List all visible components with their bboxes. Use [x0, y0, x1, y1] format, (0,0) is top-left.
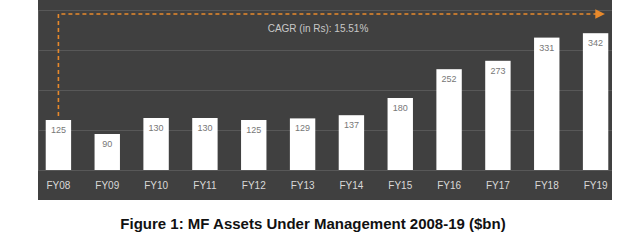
- x-tick-label: FY19: [584, 180, 608, 191]
- annotation: CAGR (in Rs): 15.51%: [268, 23, 369, 34]
- bar: [485, 61, 510, 170]
- grid-line: [38, 50, 612, 51]
- bar: [436, 69, 461, 170]
- data-label: 129: [295, 123, 310, 133]
- data-labels: 125 90 130 130 125 129 137 180 252 273 331 342: [51, 38, 603, 149]
- data-label: 180: [393, 103, 408, 113]
- x-tick-label: FY15: [388, 180, 412, 191]
- y-axis-line: [39, 11, 613, 171]
- data-label: 137: [344, 120, 359, 130]
- x-tick: FY16: [437, 170, 461, 191]
- data-label: 273: [490, 66, 505, 76]
- x-tick: FY13: [291, 170, 315, 191]
- x-tick: FY08: [46, 170, 70, 191]
- data-label: 130: [149, 123, 164, 133]
- bar: [95, 134, 120, 170]
- grid-line: [38, 10, 612, 11]
- bar: [534, 38, 559, 170]
- bars: [46, 33, 609, 170]
- x-tick: FY10: [144, 170, 168, 191]
- x-tick: FY14: [339, 170, 363, 191]
- x-axis: FY08 FY09 FY10 FY11 FY12 FY13 FY14 FY15 FY16 FY17…: [46, 170, 608, 191]
- x-tick: FY11: [193, 170, 217, 191]
- grid-line: [38, 90, 612, 91]
- y-tick: [38, 170, 612, 171]
- data-label: 90: [102, 139, 112, 149]
- x-tick: FY15: [388, 170, 412, 191]
- annotations: CAGR (in Rs): 15.51%: [268, 23, 369, 34]
- chart-svg: 12590130130125129137180252273331342FY08F…: [0, 0, 626, 251]
- y-tick: [38, 50, 612, 51]
- bar: [388, 98, 413, 170]
- x-tick-label: FY14: [339, 180, 363, 191]
- x-tick-label: FY09: [95, 180, 119, 191]
- x-tick: FY17: [486, 170, 510, 191]
- x-tick-label: FY16: [437, 180, 461, 191]
- y-tick: [38, 90, 612, 91]
- bar: [143, 118, 168, 170]
- x-tick: FY09: [95, 170, 119, 191]
- x-tick: FY12: [242, 170, 266, 191]
- x-tick: FY19: [584, 170, 608, 191]
- x-tick-label: FY13: [291, 180, 315, 191]
- x-tick-label: FY08: [46, 180, 70, 191]
- grid-line: [38, 170, 612, 171]
- y-tick: [38, 10, 612, 11]
- bar: [46, 120, 71, 170]
- x-tick-label: FY10: [144, 180, 168, 191]
- bar: [339, 115, 364, 170]
- y-axis: [38, 11, 612, 171]
- x-tick-label: FY12: [242, 180, 266, 191]
- data-label: 342: [588, 38, 603, 48]
- data-label: 130: [197, 123, 212, 133]
- cagr-arrow: [58, 14, 603, 116]
- data-label: 125: [246, 125, 261, 135]
- bar: [583, 33, 608, 170]
- grid-line: [38, 130, 612, 131]
- bar: [290, 118, 315, 170]
- data-label: 331: [539, 43, 554, 53]
- x-tick: FY18: [535, 170, 559, 191]
- y-tick: [38, 130, 612, 131]
- x-tick-label: FY11: [193, 180, 217, 191]
- chart-title: Figure 1: MF Assets Under Management 200…: [120, 215, 505, 232]
- plot-background: [38, 0, 612, 200]
- data-label: 125: [51, 125, 66, 135]
- x-tick-label: FY18: [535, 180, 559, 191]
- bar: [241, 120, 266, 170]
- x-tick-label: FY17: [486, 180, 510, 191]
- data-label: 252: [442, 74, 457, 84]
- bar: [192, 118, 217, 170]
